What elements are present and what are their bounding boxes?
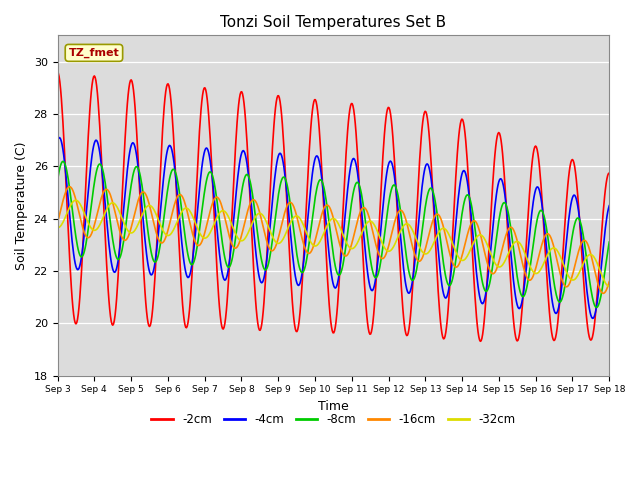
-16cm [206,208,214,214]
-16cm [54,220,61,226]
-4cm [605,203,613,209]
-16cm [417,257,425,263]
-8cm [206,169,214,175]
-2cm [605,170,613,176]
-16cm [66,184,74,190]
-4cm [65,197,72,203]
-32cm [401,221,409,227]
-2cm [401,322,408,327]
-16cm [401,215,409,220]
-32cm [63,209,71,215]
-2cm [417,144,424,150]
X-axis label: Time: Time [318,400,349,413]
-32cm [72,197,80,203]
Line: -4cm: -4cm [58,138,609,318]
-8cm [401,245,409,251]
Legend: -2cm, -4cm, -8cm, -16cm, -32cm: -2cm, -4cm, -8cm, -16cm, -32cm [147,408,520,431]
-32cm [417,247,425,253]
Line: -2cm: -2cm [58,72,609,341]
-4cm [55,135,63,141]
-4cm [54,138,61,144]
-16cm [605,279,613,285]
-2cm [205,124,213,130]
-4cm [417,191,425,197]
-8cm [59,158,67,164]
-32cm [177,210,185,216]
Line: -8cm: -8cm [58,161,609,307]
Line: -16cm: -16cm [58,187,609,293]
-32cm [121,223,129,228]
-8cm [65,177,72,182]
Y-axis label: Soil Temperature (C): Soil Temperature (C) [15,141,28,270]
-16cm [121,238,129,243]
-4cm [206,158,214,164]
-2cm [120,151,128,156]
-4cm [589,315,597,321]
-2cm [177,267,184,273]
-16cm [63,185,71,191]
-2cm [54,69,61,75]
-4cm [121,190,129,196]
-32cm [206,229,214,235]
-16cm [177,192,185,198]
-2cm [63,212,71,218]
-4cm [177,232,185,238]
Line: -32cm: -32cm [58,200,609,287]
-8cm [177,202,185,208]
-8cm [54,178,61,183]
-16cm [599,290,607,296]
-32cm [605,284,613,289]
-32cm [54,225,61,230]
Text: TZ_fmet: TZ_fmet [68,48,119,58]
-4cm [401,278,409,284]
-8cm [605,239,613,245]
-8cm [121,228,129,234]
-8cm [593,304,600,310]
-8cm [417,234,425,240]
Title: Tonzi Soil Temperatures Set B: Tonzi Soil Temperatures Set B [220,15,447,30]
-2cm [477,338,484,344]
